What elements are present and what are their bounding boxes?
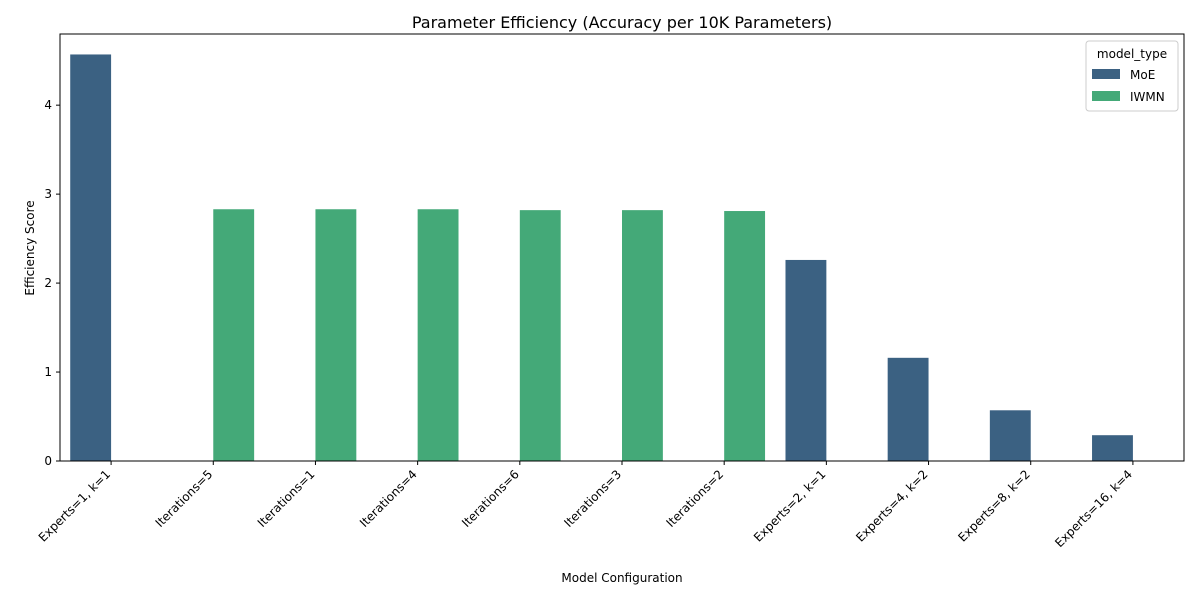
bar-moe-0 bbox=[70, 54, 112, 462]
bar-moe-9 bbox=[989, 410, 1031, 461]
bar-iwmn-2 bbox=[315, 209, 357, 461]
y-tick-label: 2 bbox=[44, 276, 52, 290]
legend-swatch-moe bbox=[1092, 69, 1120, 79]
x-axis: Experts=1, k=1 Iterations=5 Iterations=1 It… bbox=[36, 461, 1135, 550]
legend-label-moe: MoE bbox=[1130, 68, 1155, 82]
x-tick-label: Experts=2, k=1 bbox=[751, 467, 828, 544]
x-tick-label: Experts=1, k=1 bbox=[36, 467, 113, 544]
y-tick-label: 3 bbox=[44, 187, 52, 201]
x-tick-label: Iterations=4 bbox=[357, 467, 420, 530]
x-tick-label: Experts=16, k=4 bbox=[1052, 467, 1135, 550]
bar-iwmn-3 bbox=[417, 209, 459, 461]
y-axis-label: Efficiency Score bbox=[23, 200, 37, 295]
x-tick-label: Iterations=2 bbox=[663, 467, 726, 530]
bar-iwmn-4 bbox=[519, 210, 561, 461]
x-tick-label: Experts=4, k=2 bbox=[853, 467, 930, 544]
x-axis-label: Model Configuration bbox=[561, 571, 682, 585]
legend-label-iwmn: IWMN bbox=[1130, 90, 1165, 104]
x-tick-label: Iterations=3 bbox=[561, 467, 624, 530]
bar-iwmn-1 bbox=[213, 209, 255, 461]
bar-moe-7 bbox=[785, 259, 827, 461]
x-tick-label: Iterations=1 bbox=[255, 467, 318, 530]
chart-title: Parameter Efficiency (Accuracy per 10K P… bbox=[412, 13, 832, 32]
x-tick-label: Iterations=5 bbox=[153, 467, 216, 530]
bars-group bbox=[70, 54, 1133, 462]
bar-iwmn-6 bbox=[724, 211, 766, 461]
legend-title: model_type bbox=[1097, 47, 1167, 61]
bar-iwmn-5 bbox=[622, 210, 663, 461]
bar-moe-8 bbox=[887, 357, 929, 461]
x-tick-label: Experts=8, k=2 bbox=[955, 467, 1032, 544]
x-tick-label: Iterations=6 bbox=[459, 467, 522, 530]
legend: model_type MoE IWMN bbox=[1085, 40, 1179, 112]
y-tick-label: 0 bbox=[44, 454, 52, 468]
y-tick-label: 4 bbox=[44, 98, 52, 112]
y-tick-label: 1 bbox=[44, 365, 52, 379]
bar-moe-10 bbox=[1092, 435, 1133, 461]
y-axis: 0 1 2 3 4 bbox=[44, 98, 60, 468]
legend-swatch-iwmn bbox=[1092, 91, 1120, 101]
